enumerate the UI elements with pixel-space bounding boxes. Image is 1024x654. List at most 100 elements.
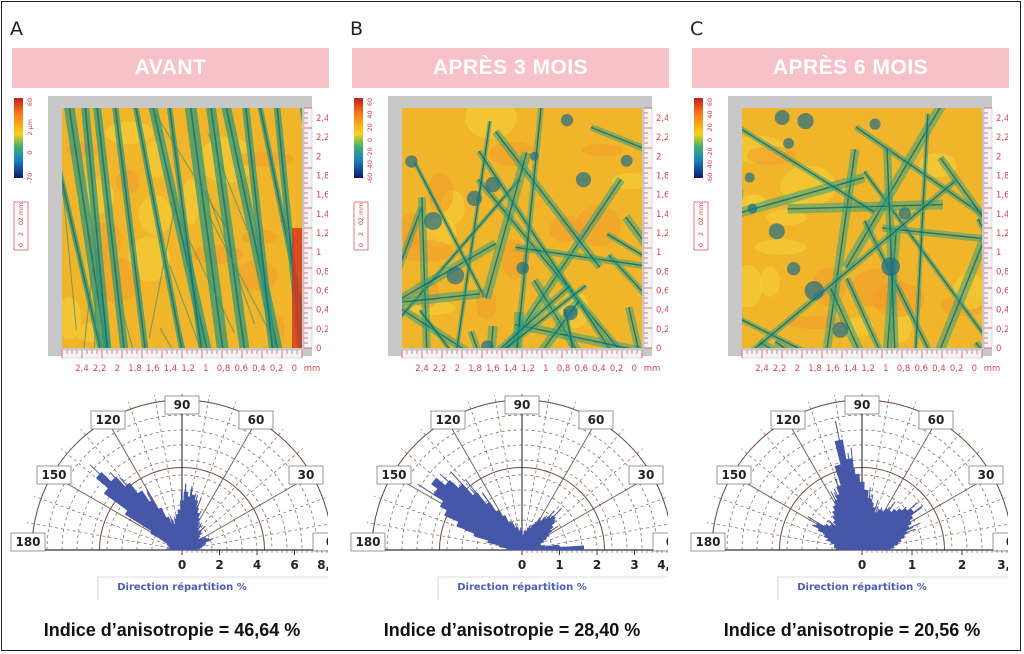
panel-b: B APRÈS 3 MOIS 2,4 2,2 2 1,8 1,6 1,4 1,2 1 0,8 0,… xyxy=(342,0,688,652)
axis-tick-label: 1,8 xyxy=(808,364,822,374)
axis-tick-label: 1 xyxy=(996,248,1001,258)
color-scale-label: -40 xyxy=(366,160,374,171)
angle-label: 90 xyxy=(854,398,871,412)
axis-tick-label: 1,4 xyxy=(996,210,1008,220)
axis-tick-label: 1,8 xyxy=(316,172,328,182)
angle-label: 120 xyxy=(95,413,120,427)
axis-tick-label: 0,6 xyxy=(914,364,928,374)
axis-tick-label: 2,4 xyxy=(415,364,429,374)
radial-tick-label: 1 xyxy=(555,558,563,572)
axis-tick-label: 2 xyxy=(795,364,800,374)
axis-tick-label: 0,6 xyxy=(574,364,588,374)
axis-tick-label: 2,4 xyxy=(316,114,328,124)
color-scale-bar xyxy=(354,98,363,178)
axis-tick-label: 0,6 xyxy=(234,364,248,374)
angle-label: 120 xyxy=(435,413,460,427)
axis-tick-label: 0,8 xyxy=(316,267,328,277)
color-scale-label: 40 xyxy=(366,111,374,119)
color-scale-label: -20 xyxy=(706,147,714,158)
panel-c: C APRÈS 6 MOIS 2,4 2,2 2 1,8 1,6 1,4 1,2 1 0,8 0,… xyxy=(682,0,1024,652)
axis-tick-label: 0,2 xyxy=(610,364,624,374)
angle-label: 60 xyxy=(248,413,265,427)
axis-tick-label: 2,2 xyxy=(656,133,668,143)
scale-bar-label: 0 xyxy=(17,221,25,225)
angle-label: 30 xyxy=(638,468,655,482)
axis-tick-label: 0,4 xyxy=(252,364,266,374)
angle-label: 0 xyxy=(666,535,668,549)
scale-bar-label: 2 mm xyxy=(357,203,365,222)
axis-tick-label: 1,4 xyxy=(844,364,858,374)
color-scale-label: 0 xyxy=(706,138,714,142)
rose-petal xyxy=(861,508,898,551)
axis-tick-label: 1,2 xyxy=(316,229,328,239)
axis-tick-label: 1,4 xyxy=(316,210,328,220)
polar-rose-plot: 180 150 120 90 60 30 0 0 1 2 3,45 Direction réparti… xyxy=(690,392,1024,604)
axis-tick-label: 2 xyxy=(996,152,1001,162)
axis-tick-label: 2,2 xyxy=(316,133,328,143)
angle-label: 30 xyxy=(298,468,315,482)
color-scale-label: 20 xyxy=(706,123,714,131)
axis-tick-label: 1,4 xyxy=(164,364,178,374)
axis-tick-label: 1 xyxy=(316,248,321,258)
panel-banner: AVANT xyxy=(12,48,329,88)
angle-label: 30 xyxy=(978,468,995,482)
axis-tick-label: 0,8 xyxy=(996,267,1008,277)
axis-tick-label: 1,2 xyxy=(181,364,195,374)
anisotropy-index: Indice d’anisotropie = 20,56 % xyxy=(723,620,981,640)
axis-tick-label: 2,2 xyxy=(996,133,1008,143)
surface-map: 2,4 2,2 2 1,8 1,6 1,4 1,2 1 0,8 0,6 0,4 0,2 0 2,4 2,2 2… xyxy=(690,94,1010,386)
rose-petal xyxy=(444,509,523,551)
axis-tick-label: 1,6 xyxy=(486,364,500,374)
color-scale-label: -60 xyxy=(366,173,374,184)
axis-tick-label: 0,8 xyxy=(897,364,911,374)
surface-map: 2,4 2,2 2 1,8 1,6 1,4 1,2 1 0,8 0,6 0,4 0,2 0 2,4 2,2 2… xyxy=(10,94,330,386)
axis-tick-label: 1,2 xyxy=(656,229,668,239)
color-scale-label: -60 xyxy=(706,173,714,184)
color-scale-label: 60 xyxy=(366,98,374,106)
angle-label: 180 xyxy=(15,535,40,549)
axis-tick-label: mm xyxy=(304,364,321,374)
axis-tick-label: 2,2 xyxy=(433,364,447,374)
axis-tick-label: 0,6 xyxy=(316,287,328,297)
panel-letter: A xyxy=(10,18,23,40)
axis-tick-label: 0 xyxy=(292,364,297,374)
rose-petal xyxy=(124,510,183,551)
axis-tick-label: mm xyxy=(644,364,661,374)
axis-tick-label: 1,8 xyxy=(468,364,482,374)
color-scale-label: -20 xyxy=(366,147,374,158)
axis-tick-label: 1 xyxy=(656,248,661,258)
scale-bar-label: 2 xyxy=(697,232,705,236)
rose-petal xyxy=(832,504,863,551)
polar-rose-plot: 180 150 120 90 60 30 0 0 1 2 3 4,41 Direction répart… xyxy=(350,392,688,604)
radial-tick-label: 2 xyxy=(215,558,223,572)
angle-label: 60 xyxy=(928,413,945,427)
axis-tick-label: 0,8 xyxy=(217,364,231,374)
angle-label: 180 xyxy=(355,535,380,549)
axis-tick-label: 2,4 xyxy=(755,364,769,374)
angle-label: 60 xyxy=(588,413,605,427)
surface-map: 2,4 2,2 2 1,8 1,6 1,4 1,2 1 0,8 0,6 0,4 0,2 0 2,4 2,2 2… xyxy=(350,94,670,386)
rose-petal xyxy=(456,521,523,551)
axis-tick-label: mm xyxy=(984,364,1001,374)
scale-bar-label: 0 xyxy=(17,243,25,247)
axis-tick-label: 0,6 xyxy=(996,287,1008,297)
axis-tick-label: 2 xyxy=(115,364,120,374)
color-scale-label: 40 xyxy=(706,111,714,119)
axis-tick-label: 0,2 xyxy=(316,325,328,335)
axis-tick-label: 0,2 xyxy=(270,364,284,374)
axis-tick-label: 2,4 xyxy=(75,364,89,374)
axis-tick-label: 0 xyxy=(656,344,661,354)
axis-tick-label: 1,2 xyxy=(521,364,535,374)
axis-tick-label: 2,2 xyxy=(93,364,107,374)
angle-label: 90 xyxy=(174,398,191,412)
angle-label: 0 xyxy=(326,535,328,549)
radial-tick-label: 4,41 xyxy=(657,558,668,572)
panel-letter: B xyxy=(350,18,364,40)
axis-tick-label: 1,6 xyxy=(826,364,840,374)
color-scale-label: -40 xyxy=(706,160,714,171)
axis-tick-label: 2,2 xyxy=(773,364,787,374)
radial-tick-label: 1 xyxy=(908,558,916,572)
axis-tick-label: 1,8 xyxy=(128,364,142,374)
rose-petal xyxy=(832,519,863,551)
axis-tick-label: 0,4 xyxy=(656,306,668,316)
